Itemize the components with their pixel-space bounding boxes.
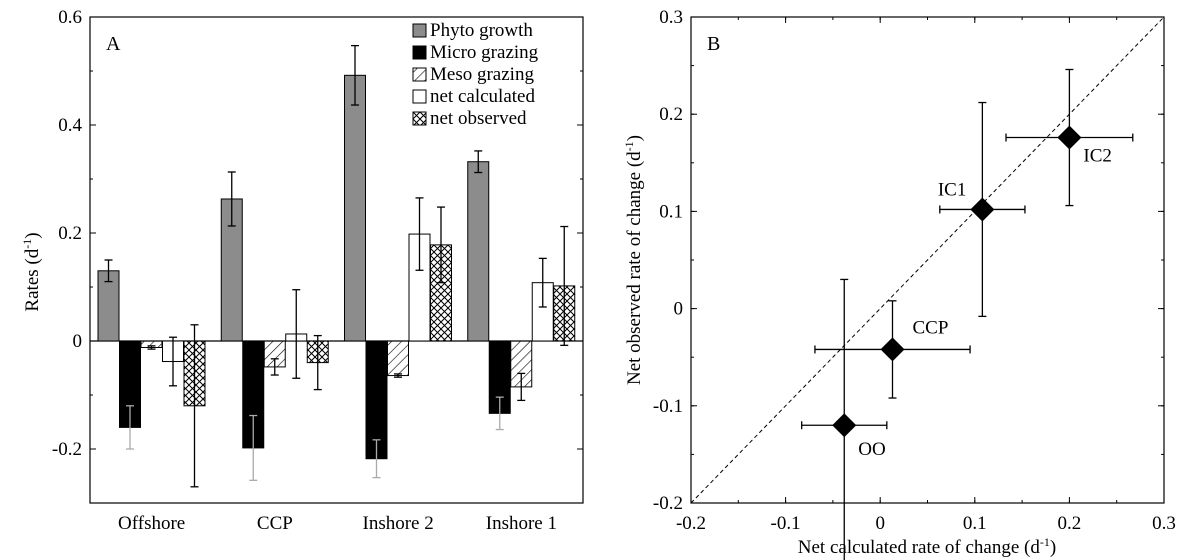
legend-swatch-meso-grazing bbox=[412, 67, 427, 82]
panel-b-axes: -0.2 -0.1 0 0.1 0.2 0.3 -0.2 -0.1 0 0.1 0.2 0.3 bbox=[653, 7, 1176, 534]
panel-a-y-axis-label: Rates (d-1) bbox=[20, 232, 43, 311]
panel-a-frame bbox=[89, 16, 584, 504]
y-tick-label: 0 bbox=[674, 299, 684, 320]
panel-b: -0.2 -0.1 0 0.1 0.2 0.3 -0.2 -0.1 0 0.1 0.2 0.3 OO C… bbox=[622, 7, 1176, 560]
y-tick-label: 0 bbox=[73, 331, 83, 352]
y-tick-label: -0.1 bbox=[653, 396, 683, 417]
legend-swatch-micro-grazing bbox=[412, 45, 427, 60]
y-tick-label: -0.2 bbox=[52, 439, 82, 460]
x-category-label: Offshore bbox=[118, 513, 185, 534]
x-category-label: Inshore 1 bbox=[486, 513, 557, 534]
y-tick-label: 0.4 bbox=[58, 115, 82, 136]
panel-b-y-axis-label: Net observed rate of change (d-1) bbox=[622, 135, 645, 385]
panel-b-letter: B bbox=[707, 33, 720, 55]
bar-meso-grazing-inshore-2 bbox=[387, 340, 409, 377]
point-ic2-label: IC2 bbox=[1083, 146, 1112, 167]
y-tick-label: 0.3 bbox=[659, 7, 683, 28]
x-tick-label: 0.3 bbox=[1152, 513, 1176, 534]
legend-label-phyto-growth: Phyto growth bbox=[430, 20, 533, 41]
panel-a-bars bbox=[97, 44, 576, 488]
x-category-label: Inshore 2 bbox=[363, 513, 434, 534]
legend-label-net-observed: net observed bbox=[430, 108, 527, 129]
x-category-label: CCP bbox=[257, 513, 293, 534]
point-ic2-marker bbox=[1057, 125, 1082, 150]
x-tick-label: 0.2 bbox=[1058, 513, 1082, 534]
bar-phyto-growth-inshore-2 bbox=[344, 74, 366, 342]
legend-swatch-net-observed bbox=[412, 111, 427, 126]
legend-label-micro-grazing: Micro grazing bbox=[430, 42, 539, 63]
x-tick-label: -0.2 bbox=[676, 513, 706, 534]
x-tick-label: -0.1 bbox=[771, 513, 801, 534]
one-to-one-reference-line bbox=[690, 16, 1165, 504]
point-ic1-marker bbox=[970, 197, 995, 222]
y-tick-label: -0.2 bbox=[653, 493, 683, 514]
legend-label-net-calculated: net calculated bbox=[430, 86, 535, 107]
y-tick-label: 0.6 bbox=[58, 7, 82, 28]
legend-swatch-phyto-growth bbox=[412, 23, 427, 38]
y-tick-label: 0.2 bbox=[659, 104, 683, 125]
panel-a: -0.2 0 0.2 0.4 0.6 Offshore CCP Inshore 2 Inshor… bbox=[20, 7, 584, 534]
legend-swatch-net-calculated bbox=[412, 89, 427, 104]
point-ccp-marker bbox=[880, 337, 905, 362]
point-ic1-label: IC1 bbox=[938, 179, 967, 200]
point-ccp-label: CCP bbox=[912, 317, 948, 338]
y-tick-label: 0.1 bbox=[659, 201, 683, 222]
point-oo-label: OO bbox=[858, 439, 885, 460]
x-tick-label: 0 bbox=[875, 513, 885, 534]
bar-phyto-growth-inshore-1 bbox=[467, 161, 490, 342]
panel-a-axes: -0.2 0 0.2 0.4 0.6 Offshore CCP Inshore 2 Inshor… bbox=[52, 7, 584, 534]
panel-b-x-axis-label: Net calculated rate of change (d-1) bbox=[798, 535, 1056, 558]
y-tick-label: 0.2 bbox=[58, 223, 82, 244]
x-tick-label: 0.1 bbox=[963, 513, 987, 534]
legend-label-meso-grazing: Meso grazing bbox=[430, 64, 534, 85]
panel-a-letter: A bbox=[106, 33, 121, 55]
panel-b-points: OO CCP IC1 IC2 bbox=[801, 68, 1134, 560]
point-oo-marker bbox=[832, 413, 857, 438]
